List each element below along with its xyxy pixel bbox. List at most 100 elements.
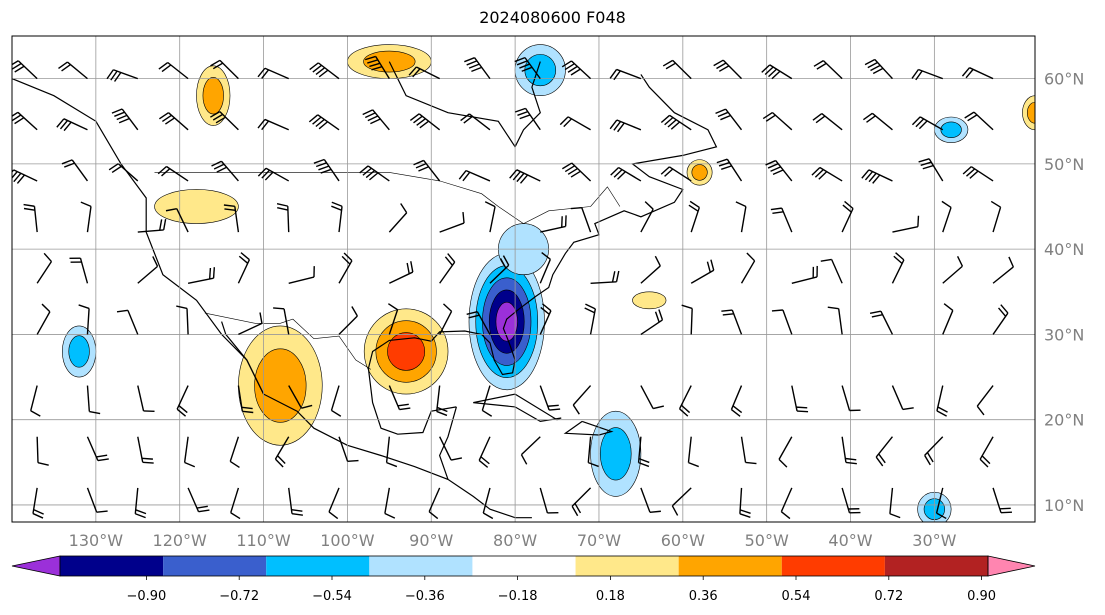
wind-barb bbox=[288, 385, 313, 409]
wind-barb bbox=[484, 201, 496, 233]
wind-barb bbox=[388, 203, 408, 233]
longitude-label: 130°W bbox=[69, 531, 124, 550]
wind-barb bbox=[671, 487, 692, 516]
wind-barb bbox=[572, 385, 592, 415]
wind-barb bbox=[739, 487, 751, 519]
hudson-bay-north-contour-1 bbox=[524, 54, 557, 87]
wind-barb bbox=[108, 163, 139, 182]
wind-barb bbox=[61, 159, 89, 182]
wind-barb bbox=[715, 108, 743, 131]
wind-barb bbox=[509, 169, 541, 184]
wind-barb bbox=[331, 201, 343, 233]
map-frame bbox=[11, 35, 1036, 523]
longitude-label: 80°W bbox=[493, 531, 537, 550]
wind-barb bbox=[86, 436, 109, 462]
gulf-of-california bbox=[221, 321, 265, 395]
wind-barb bbox=[540, 215, 567, 233]
colorbar bbox=[11, 555, 1036, 577]
wind-barb bbox=[439, 436, 463, 461]
latitude-label: 10°N bbox=[1044, 496, 1084, 515]
wind-barb bbox=[12, 111, 38, 131]
wind-barb bbox=[964, 111, 994, 131]
wind-barb bbox=[78, 304, 90, 335]
wind-barb bbox=[827, 306, 843, 335]
wind-barb bbox=[862, 112, 893, 131]
wind-barb bbox=[609, 119, 642, 133]
wind-barb bbox=[735, 201, 747, 233]
wind-barb bbox=[210, 110, 239, 131]
wind-barb bbox=[841, 436, 857, 465]
wind-barb bbox=[936, 385, 948, 417]
wind-barb bbox=[137, 436, 154, 464]
latitude-label: 20°N bbox=[1044, 411, 1084, 430]
wind-barb bbox=[23, 203, 38, 233]
wind-barb bbox=[713, 59, 743, 80]
wind-barb bbox=[539, 487, 559, 514]
wind-barb bbox=[309, 62, 340, 80]
wind-barb bbox=[165, 208, 189, 233]
newfoundland-contour-1 bbox=[691, 164, 708, 181]
longitude-label: 60°W bbox=[661, 531, 705, 550]
wind-barb bbox=[385, 436, 398, 468]
colorbar-extend-high bbox=[987, 555, 1036, 577]
wind-barb bbox=[238, 312, 263, 336]
wind-barb bbox=[869, 310, 894, 335]
wind-barb bbox=[770, 207, 793, 233]
longitude-label: 40°W bbox=[828, 531, 872, 550]
wind-barb bbox=[791, 265, 818, 284]
wind-barb bbox=[841, 487, 861, 514]
colorbar-tick-label: −0.18 bbox=[498, 589, 538, 604]
texas-gulf-contour-2 bbox=[387, 332, 426, 371]
wind-barb bbox=[364, 55, 390, 79]
wind-barb bbox=[561, 162, 592, 182]
wind-barb bbox=[36, 303, 51, 335]
wind-barb bbox=[520, 436, 541, 465]
colorbar-segment bbox=[678, 556, 782, 576]
wind-barb bbox=[961, 67, 994, 80]
wind-barb bbox=[187, 487, 210, 513]
wind-barb bbox=[762, 111, 793, 131]
wind-barb bbox=[211, 160, 239, 182]
colorbar-segment bbox=[884, 556, 988, 576]
colorbar-segment bbox=[369, 556, 473, 576]
wind-barb bbox=[587, 436, 599, 468]
anomaly-contours bbox=[62, 44, 1035, 522]
wind-barb bbox=[36, 252, 53, 284]
wind-barb bbox=[660, 166, 692, 182]
wind-barb bbox=[864, 58, 893, 80]
wind-barb bbox=[210, 59, 239, 80]
longitude-label: 90°W bbox=[409, 531, 453, 550]
wind-barb bbox=[362, 109, 390, 131]
wind-barb bbox=[791, 385, 809, 413]
wind-barb bbox=[111, 108, 139, 131]
wind-barb bbox=[721, 309, 743, 335]
wind-barb bbox=[990, 200, 1002, 233]
wind-barb bbox=[413, 159, 441, 182]
wind-barb bbox=[387, 303, 399, 335]
wind-barb bbox=[230, 487, 241, 520]
wind-barb bbox=[116, 309, 139, 335]
wind-barb bbox=[338, 436, 359, 463]
wind-barb bbox=[308, 114, 340, 131]
wind-barb bbox=[962, 166, 994, 182]
wind-barb bbox=[80, 201, 92, 233]
wind-barb bbox=[276, 202, 290, 233]
wind-barb bbox=[478, 436, 491, 468]
wind-barb bbox=[439, 212, 465, 233]
wind-barb bbox=[911, 68, 944, 81]
wind-barb bbox=[223, 204, 240, 233]
wind-barb bbox=[428, 487, 441, 520]
wind-barb bbox=[539, 252, 552, 284]
wind-barb bbox=[183, 436, 196, 468]
wind-barb bbox=[439, 303, 453, 335]
map-title: 2024080600 F048 bbox=[479, 8, 626, 27]
colorbar-tick-label: 0.18 bbox=[596, 589, 625, 604]
colorbar-extend-low bbox=[11, 555, 61, 577]
wind-barb bbox=[992, 304, 1009, 335]
wind-barb bbox=[942, 303, 954, 335]
colorbar-tick-label: −0.72 bbox=[219, 589, 259, 604]
wind-barb bbox=[86, 487, 108, 513]
wind-barb bbox=[660, 114, 692, 131]
longitude-label: 50°W bbox=[745, 531, 789, 550]
